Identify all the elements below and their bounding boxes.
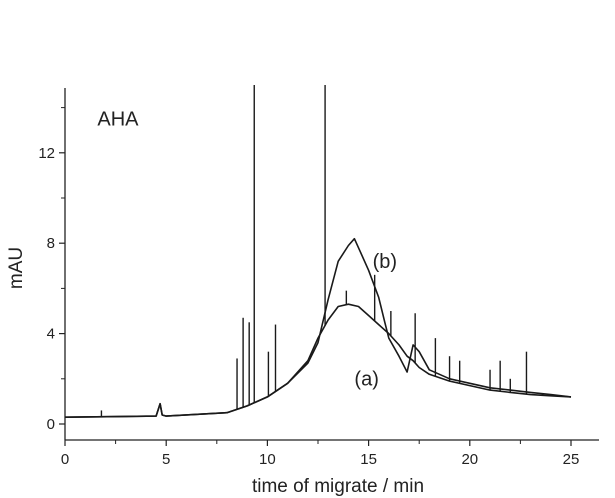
x-tick-label: 10 — [259, 451, 276, 468]
y-tick-label: 12 — [38, 145, 55, 162]
y-axis-title: mAU — [6, 247, 27, 289]
x-axis-title: time of migrate / min — [252, 476, 424, 497]
x-tick-label: 20 — [461, 451, 478, 468]
plot-area — [64, 85, 572, 418]
label-b: (b) — [373, 251, 397, 273]
x-tick-label: 5 — [162, 451, 170, 468]
axes: 0 5 10 15 20 25 0 4 8 12 — [38, 88, 599, 468]
series-line — [64, 303, 572, 418]
annotations: AHA (b) (a) — [97, 109, 397, 391]
y-tick-label: 0 — [47, 416, 55, 433]
series-line — [64, 237, 572, 418]
label-a: (a) — [354, 369, 378, 391]
x-tick-label: 15 — [360, 451, 377, 468]
y-tick-label: 8 — [47, 235, 55, 252]
x-tick-label: 25 — [563, 451, 580, 468]
annotation-aha: AHA — [97, 109, 139, 131]
x-tick-label: 0 — [61, 451, 69, 468]
y-tick-label: 4 — [47, 326, 55, 343]
